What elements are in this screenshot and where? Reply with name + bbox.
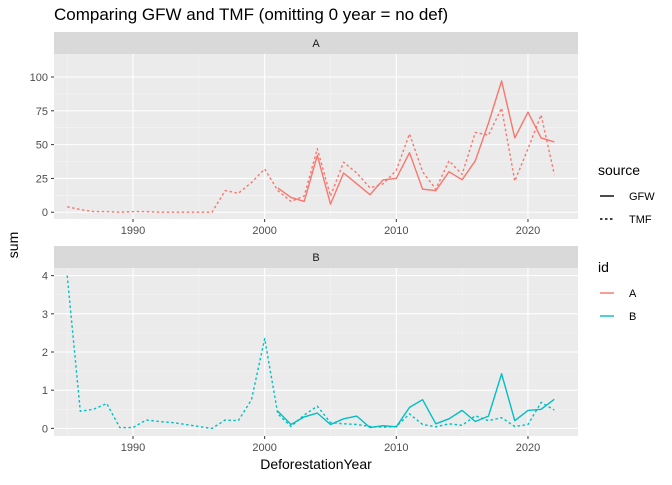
x-tick-label: 2000 [252,442,276,454]
legend-label-gfw: GFW [629,191,655,203]
panel-b-series [66,275,555,430]
y-tick-label: 50 [36,140,48,152]
y-tick-label: 100 [30,72,48,84]
y-tick-label: 0 [42,423,48,435]
series-a-gfw-line [277,80,555,205]
y-tick-label: 0 [42,207,48,219]
x-tick-label: 2020 [516,442,540,454]
series-a-tmf-line [67,107,555,213]
x-tick-label: 2010 [384,442,408,454]
panel-b-x-axis: 1990 2000 2010 2020 [121,436,540,454]
y-tick-label: 3 [42,309,48,321]
strip-a-label: A [312,38,320,50]
panel-a-y-axis: 0 25 50 75 100 [30,72,54,219]
panel-b-y-axis: 0 1 2 3 4 [42,271,54,435]
legend-label-a: A [629,288,637,300]
strip-b-label: B [312,252,319,264]
panel-a-x-axis: 1990 2000 2010 2020 [121,219,540,237]
y-tick-label: 1 [42,385,48,397]
x-tick-label: 2020 [516,225,540,237]
panel-a-gridlines [54,54,578,219]
y-tick-label: 4 [42,271,48,283]
legend-id-title: id [598,259,609,275]
chart-title: Comparing GFW and TMF (omitting 0 year =… [54,5,448,24]
legend-label-tmf: TMF [629,214,652,226]
x-axis-title: DeforestationYear [260,456,372,472]
legend-label-b: B [629,311,636,323]
y-tick-label: 75 [36,106,48,118]
x-tick-label: 1990 [121,442,145,454]
y-axis-title: sum [5,232,21,258]
panel-b-gridlines [54,268,578,436]
x-tick-label: 2010 [384,225,408,237]
x-tick-label: 2000 [252,225,276,237]
series-b-tmf-line [66,275,555,430]
series-b-gfw-line [277,373,555,429]
x-tick-label: 1990 [121,225,145,237]
y-tick-label: 25 [36,173,48,185]
strip-b-background [54,246,578,268]
y-tick-label: 2 [42,347,48,359]
legend-id: id A B [598,259,637,323]
strip-a-background [54,32,578,54]
legend-source: source GFW TMF [598,162,655,226]
legend-source-title: source [598,162,640,178]
panel-a-series [67,80,555,213]
panel-a-background [54,54,578,219]
